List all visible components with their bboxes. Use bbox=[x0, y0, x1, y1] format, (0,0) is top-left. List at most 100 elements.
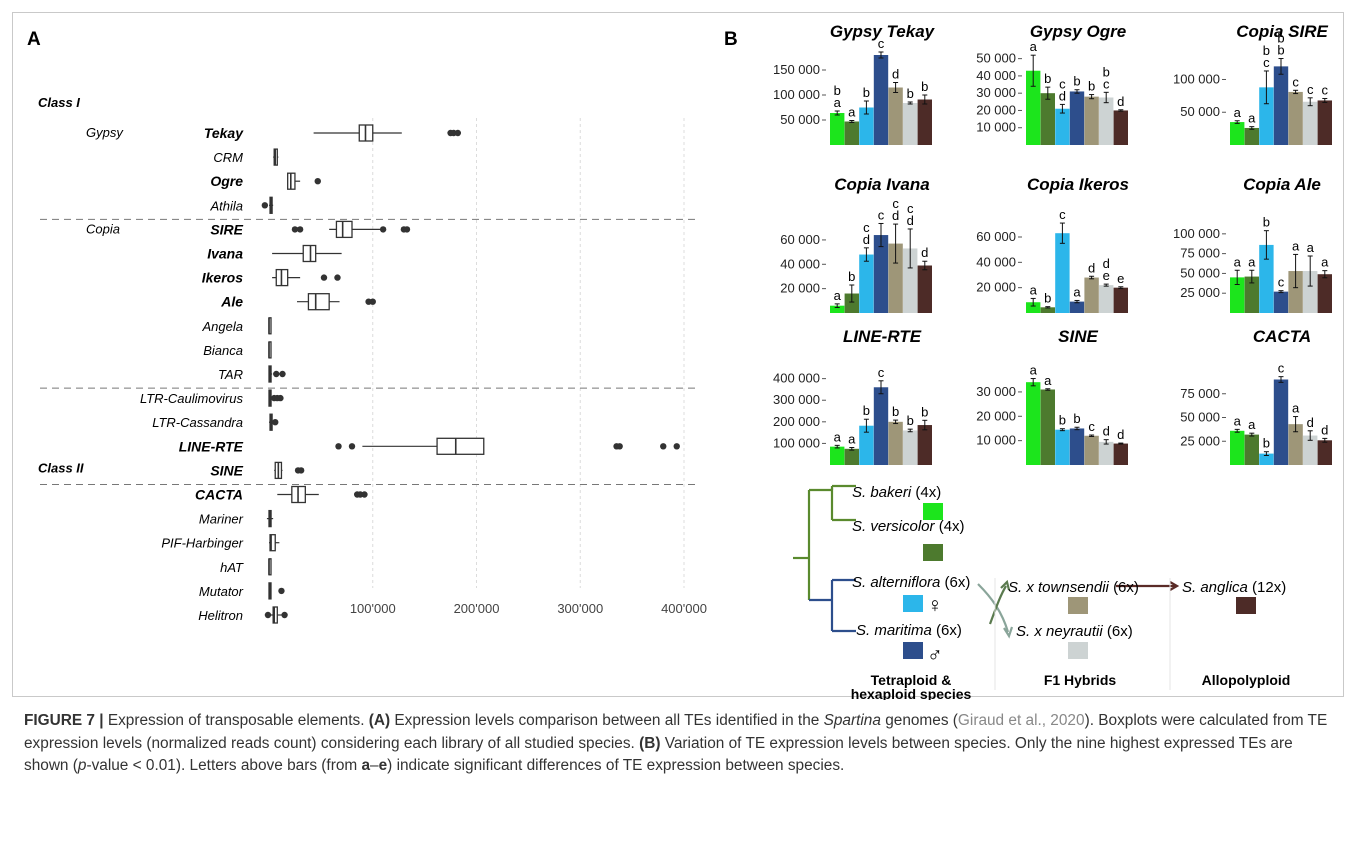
significance-letter: c bbox=[878, 365, 885, 380]
box bbox=[302, 244, 317, 263]
x-tick-label: 100'000 bbox=[350, 601, 396, 616]
bar bbox=[1084, 435, 1099, 465]
significance-letter: b bbox=[863, 403, 870, 418]
y-tick-label: 50 000 bbox=[780, 112, 820, 127]
bar bbox=[844, 121, 859, 145]
group-f1: F1 Hybrids bbox=[1044, 672, 1117, 688]
significance-letter: d bbox=[1321, 422, 1328, 437]
significance-letter: c bbox=[1278, 275, 1285, 290]
significance-letter: a bbox=[1073, 284, 1081, 299]
subchart-title: CACTA bbox=[1253, 327, 1311, 346]
significance-letter: b bbox=[892, 404, 899, 419]
y-tick-label: 40 000 bbox=[780, 256, 820, 271]
significance-letter: a bbox=[1248, 111, 1256, 126]
bar bbox=[844, 293, 859, 313]
bar bbox=[1317, 274, 1332, 313]
outlier bbox=[361, 491, 368, 498]
y-tick-label: 60 000 bbox=[976, 229, 1016, 244]
bar bbox=[1230, 277, 1245, 313]
significance-letter: b bbox=[848, 269, 855, 284]
citation-link[interactable]: Giraud et al., 2020 bbox=[957, 712, 1085, 729]
bar bbox=[1040, 307, 1055, 313]
row-label: PIF-Harbinger bbox=[161, 536, 243, 551]
bar bbox=[873, 387, 889, 465]
row-label: Mutator bbox=[199, 584, 244, 599]
row-label: Mariner bbox=[199, 512, 244, 527]
bar bbox=[1099, 285, 1114, 313]
bar bbox=[1069, 301, 1085, 313]
bar bbox=[1099, 441, 1114, 465]
bar bbox=[1317, 440, 1332, 465]
bar bbox=[859, 254, 874, 313]
significance-letter: d bbox=[1059, 88, 1066, 103]
bar bbox=[917, 265, 932, 313]
significance-letter: b bbox=[1103, 64, 1110, 79]
bar bbox=[1230, 430, 1245, 465]
subgroup-label: Gypsy bbox=[86, 125, 124, 140]
row-label: LTR-Caulimovirus bbox=[140, 391, 244, 406]
outlier bbox=[379, 226, 387, 233]
significance-letter: d bbox=[921, 245, 928, 260]
significance-letter: b bbox=[921, 79, 928, 94]
bar bbox=[1303, 435, 1318, 465]
swatch-alterniflora bbox=[903, 595, 923, 612]
legend-neyrautii: S. x neyrautii (6x) bbox=[1016, 623, 1133, 640]
row-label: Bianca bbox=[203, 343, 243, 358]
significance-letter: a bbox=[1030, 363, 1038, 378]
y-tick-label: 100 000 bbox=[773, 435, 820, 450]
subchart-title: Copia Ivana bbox=[834, 175, 929, 194]
row-label: LINE-RTE bbox=[179, 438, 244, 454]
figure-caption: FIGURE 7 | Expression of transposable el… bbox=[24, 712, 1328, 774]
significance-letter: a bbox=[1030, 39, 1038, 54]
row-label: Angela bbox=[202, 319, 243, 334]
bar bbox=[1069, 91, 1085, 145]
legend-bakeri: S. bakeri (4x) bbox=[852, 484, 941, 501]
bar bbox=[1244, 276, 1259, 313]
bar bbox=[1273, 291, 1289, 313]
significance-letter: b bbox=[1277, 43, 1284, 58]
outlier bbox=[273, 370, 280, 378]
group-parents-line2: hexaploid species bbox=[851, 686, 972, 700]
row-label: Ikeros bbox=[202, 270, 243, 286]
bar bbox=[859, 425, 874, 465]
row-label: CRM bbox=[213, 150, 243, 165]
significance-letter: d bbox=[1103, 424, 1110, 439]
female-symbol: ♀ bbox=[927, 594, 943, 617]
legend-townsendii: S. x townsendii (6x) bbox=[1008, 579, 1139, 596]
subchart-title: Copia SIRE bbox=[1236, 22, 1328, 41]
bar bbox=[1230, 122, 1245, 145]
bar bbox=[1303, 271, 1318, 313]
bar bbox=[1273, 66, 1289, 145]
legend-alterniflora: S. alterniflora (6x) bbox=[852, 574, 970, 591]
row-label: Helitron bbox=[198, 608, 243, 623]
significance-letter: d bbox=[1307, 415, 1314, 430]
bar bbox=[1055, 429, 1070, 465]
bar bbox=[903, 430, 918, 465]
bar bbox=[1113, 443, 1128, 465]
bar bbox=[1040, 389, 1055, 465]
row-label: TAR bbox=[218, 367, 243, 382]
significance-letter: a bbox=[834, 95, 842, 110]
significance-letter: d bbox=[1103, 256, 1110, 271]
significance-letter: c bbox=[1263, 55, 1270, 70]
significance-letter: b bbox=[907, 413, 914, 428]
outlier bbox=[291, 226, 299, 233]
y-tick-label: 10 000 bbox=[976, 120, 1016, 135]
bar bbox=[1113, 110, 1128, 145]
significance-letter: c bbox=[907, 201, 914, 216]
significance-letter: c bbox=[1292, 74, 1299, 89]
bar bbox=[1084, 96, 1099, 145]
swatch-townsendii bbox=[1068, 597, 1088, 614]
swatch-versicolor bbox=[923, 544, 943, 561]
outlier bbox=[281, 611, 288, 619]
outlier bbox=[278, 587, 285, 595]
subchart-title: SINE bbox=[1058, 327, 1098, 346]
outlier bbox=[335, 443, 342, 450]
significance-letter: d bbox=[1117, 94, 1124, 109]
bar bbox=[1288, 91, 1303, 145]
swatch-maritima bbox=[903, 642, 923, 659]
bar bbox=[888, 87, 903, 145]
outlier bbox=[296, 226, 304, 233]
bar bbox=[1273, 379, 1289, 465]
row-label: CACTA bbox=[195, 487, 243, 503]
